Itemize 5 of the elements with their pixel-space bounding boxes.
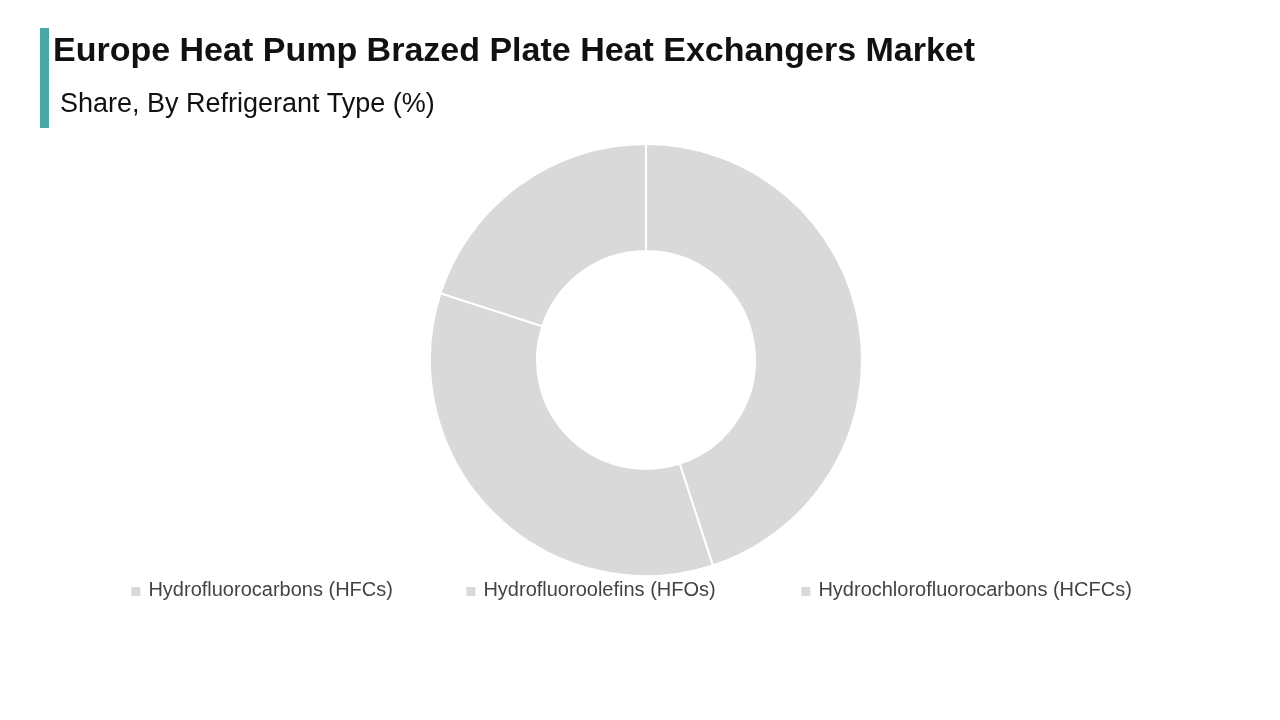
legend-label: Hydrofluoroolefins (HFOs) xyxy=(483,578,716,600)
legend-label: Hydrochlorofluorocarbons (HCFCs) xyxy=(818,578,1132,600)
chart-title: Europe Heat Pump Brazed Plate Heat Exchangers Market xyxy=(53,30,976,68)
legend-label: Hydrofluorocarbons (HFCs) xyxy=(148,578,393,600)
chart-subtitle: Share, By Refrigerant Type (%) xyxy=(60,88,435,118)
